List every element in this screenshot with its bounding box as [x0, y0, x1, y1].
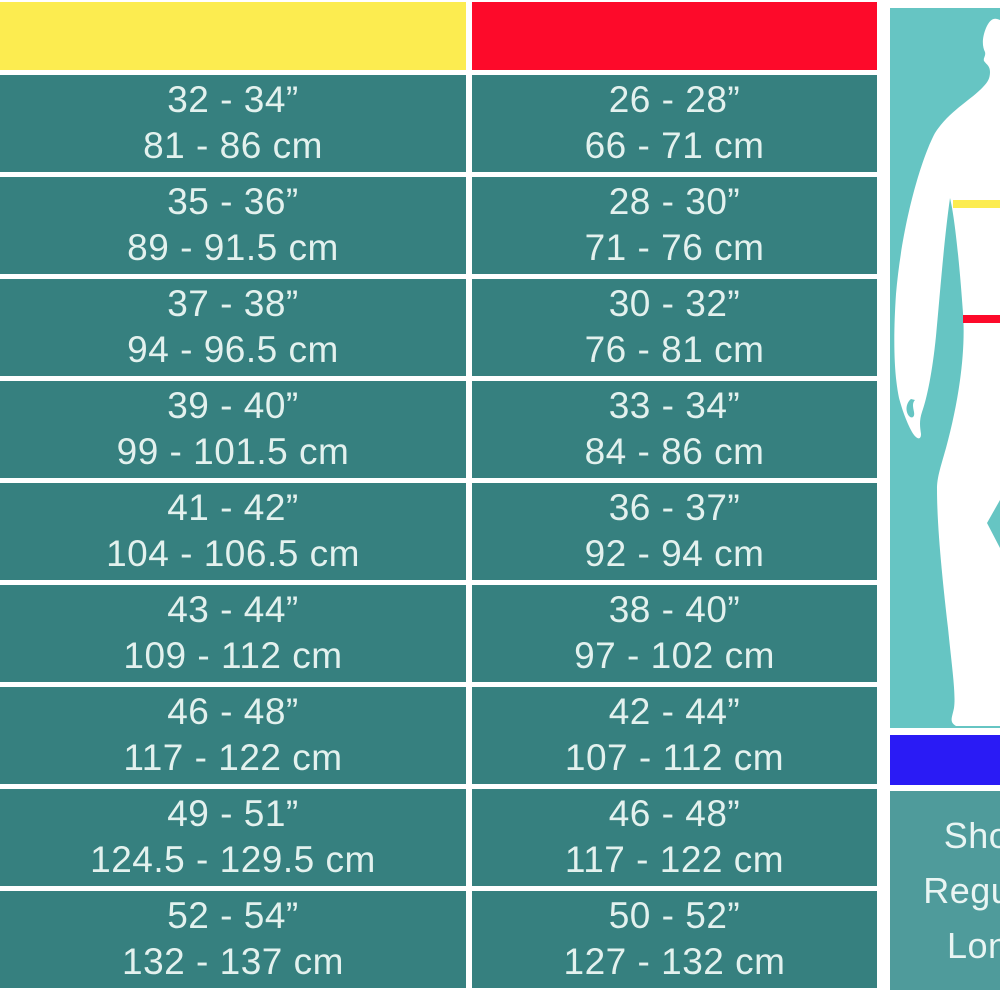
- waist-inches: 36 - 37”: [608, 487, 741, 529]
- waist-line-marker: [963, 315, 1000, 323]
- table-row: 37 - 38” 94 - 96.5 cm 30 - 32” 76 - 81 c…: [0, 279, 877, 376]
- waist-inches: 33 - 34”: [608, 385, 741, 427]
- chest-size-cell: 52 - 54” 132 - 137 cm: [0, 891, 466, 988]
- waist-centimeters: 66 - 71 cm: [584, 125, 765, 166]
- chest-centimeters: 99 - 101.5 cm: [116, 431, 350, 472]
- waist-inches: 26 - 28”: [608, 79, 741, 121]
- waist-inches: 42 - 44”: [608, 691, 741, 733]
- table-header-row: [0, 2, 877, 70]
- chest-size-cell: 39 - 40” 99 - 101.5 cm: [0, 381, 466, 478]
- waist-centimeters: 76 - 81 cm: [584, 329, 765, 370]
- waist-size-cell: 50 - 52” 127 - 132 cm: [472, 891, 877, 988]
- table-row: 43 - 44” 109 - 112 cm 38 - 40” 97 - 102 …: [0, 585, 877, 682]
- table-row: 35 - 36” 89 - 91.5 cm 28 - 30” 71 - 76 c…: [0, 177, 877, 274]
- waist-size-cell: 42 - 44” 107 - 112 cm: [472, 687, 877, 784]
- chest-size-cell: 37 - 38” 94 - 96.5 cm: [0, 279, 466, 376]
- size-table: 32 - 34” 81 - 86 cm 26 - 28” 66 - 71 cm …: [0, 2, 877, 988]
- chest-inches: 39 - 40”: [167, 385, 299, 427]
- waist-centimeters: 97 - 102 cm: [574, 635, 775, 676]
- table-row: 46 - 48” 117 - 122 cm 42 - 44” 107 - 112…: [0, 687, 877, 784]
- table-row: 52 - 54” 132 - 137 cm 50 - 52” 127 - 132…: [0, 891, 877, 988]
- waist-centimeters: 117 - 122 cm: [564, 839, 785, 880]
- chest-size-cell: 41 - 42” 104 - 106.5 cm: [0, 483, 466, 580]
- chest-inches: 46 - 48”: [167, 691, 299, 733]
- table-row: 41 - 42” 104 - 106.5 cm 36 - 37” 92 - 94…: [0, 483, 877, 580]
- chest-inches: 52 - 54”: [167, 895, 299, 937]
- chest-column-header: [0, 2, 466, 70]
- chest-centimeters: 109 - 112 cm: [123, 635, 343, 676]
- chest-centimeters: 89 - 91.5 cm: [127, 227, 339, 268]
- chest-size-cell: 46 - 48” 117 - 122 cm: [0, 687, 466, 784]
- chest-centimeters: 104 - 106.5 cm: [106, 533, 360, 574]
- waist-centimeters: 84 - 86 cm: [584, 431, 765, 472]
- hand-curl-detail: [906, 399, 915, 418]
- waist-size-cell: 38 - 40” 97 - 102 cm: [472, 585, 877, 682]
- length-option-long: Long: [946, 925, 1000, 966]
- length-options-panel: Short Regular Long: [890, 791, 1000, 990]
- length-option-short: Short: [943, 815, 1000, 856]
- chest-centimeters: 132 - 137 cm: [122, 941, 344, 982]
- waist-size-cell: 30 - 32” 76 - 81 cm: [472, 279, 877, 376]
- chest-inches: 43 - 44”: [167, 589, 299, 631]
- chest-inches: 41 - 42”: [167, 487, 299, 529]
- waist-inches: 28 - 30”: [608, 181, 741, 223]
- waist-size-cell: 36 - 37” 92 - 94 cm: [472, 483, 877, 580]
- waist-centimeters: 92 - 94 cm: [584, 533, 765, 574]
- waist-inches: 30 - 32”: [608, 283, 741, 325]
- waist-size-cell: 26 - 28” 66 - 71 cm: [472, 75, 877, 172]
- chest-centimeters: 124.5 - 129.5 cm: [90, 839, 376, 880]
- body-silhouette-figure: [894, 18, 1000, 727]
- chest-size-cell: 49 - 51” 124.5 - 129.5 cm: [0, 789, 466, 886]
- waist-centimeters: 107 - 112 cm: [564, 737, 785, 778]
- chest-inches: 49 - 51”: [167, 793, 299, 835]
- waist-inches: 50 - 52”: [608, 895, 741, 937]
- waist-column-header: [472, 2, 877, 70]
- chest-centimeters: 117 - 122 cm: [123, 737, 343, 778]
- waist-centimeters: 71 - 76 cm: [584, 227, 765, 268]
- table-row: 32 - 34” 81 - 86 cm 26 - 28” 66 - 71 cm: [0, 75, 877, 172]
- waist-size-cell: 46 - 48” 117 - 122 cm: [472, 789, 877, 886]
- length-header-bar: [890, 735, 1000, 785]
- chest-centimeters: 94 - 96.5 cm: [127, 329, 339, 370]
- chest-line-marker: [953, 200, 1000, 208]
- chest-size-cell: 32 - 34” 81 - 86 cm: [0, 75, 466, 172]
- length-option-regular: Regular: [923, 870, 1000, 911]
- chest-size-cell: 35 - 36” 89 - 91.5 cm: [0, 177, 466, 274]
- table-row: 39 - 40” 99 - 101.5 cm 33 - 34” 84 - 86 …: [0, 381, 877, 478]
- waist-inches: 38 - 40”: [608, 589, 741, 631]
- chest-size-cell: 43 - 44” 109 - 112 cm: [0, 585, 466, 682]
- chest-inches: 37 - 38”: [167, 283, 299, 325]
- chest-inches: 32 - 34”: [167, 79, 299, 121]
- waist-size-cell: 33 - 34” 84 - 86 cm: [472, 381, 877, 478]
- waist-centimeters: 127 - 132 cm: [563, 941, 786, 982]
- table-row: 49 - 51” 124.5 - 129.5 cm 46 - 48” 117 -…: [0, 789, 877, 886]
- chest-centimeters: 81 - 86 cm: [143, 125, 323, 166]
- body-figure-panel: [890, 8, 1000, 728]
- waist-inches: 46 - 48”: [608, 793, 741, 835]
- waist-size-cell: 28 - 30” 71 - 76 cm: [472, 177, 877, 274]
- chest-inches: 35 - 36”: [167, 181, 299, 223]
